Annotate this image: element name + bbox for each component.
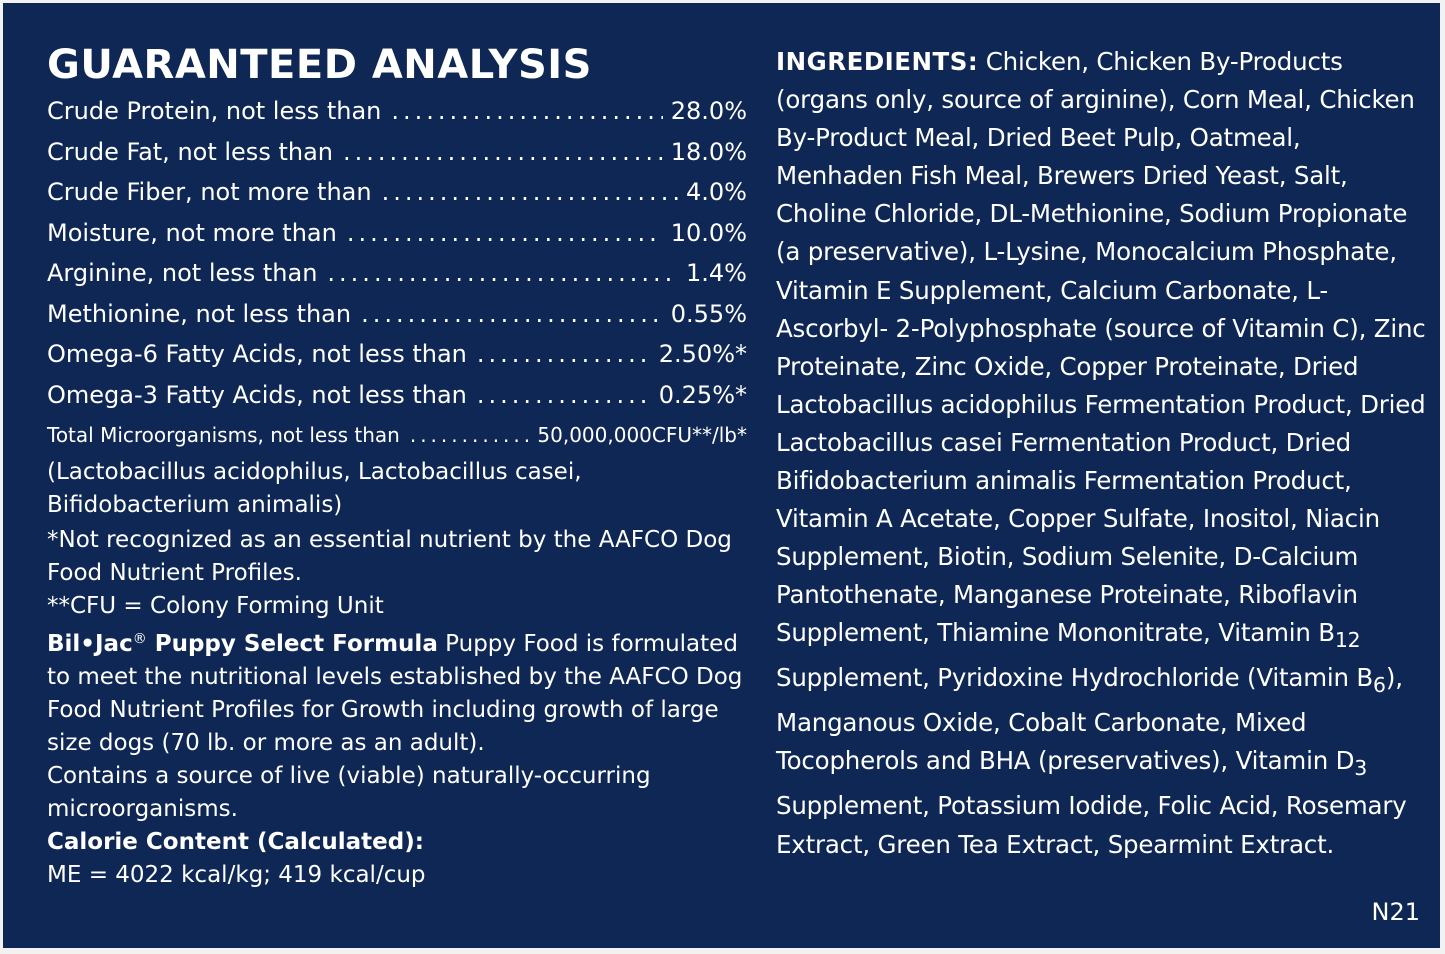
leader-dots xyxy=(382,172,678,213)
label-panel: GUARANTEED ANALYSIS Crude Protein, not l… xyxy=(3,3,1440,948)
analysis-row: Crude Protein, not less than 28.0% xyxy=(47,91,747,132)
analysis-row: Moisture, not more than 10.0% xyxy=(47,213,747,254)
subscript: 3 xyxy=(1354,756,1368,781)
analysis-row-label: Omega-3 Fatty Acids, not less than xyxy=(47,380,467,409)
analysis-title: GUARANTEED ANALYSIS xyxy=(47,42,592,88)
analysis-row-value: 0.55% xyxy=(670,299,747,328)
registered-mark: ® xyxy=(132,630,147,647)
analysis-row-value: 50,000,000CFU**/lb* xyxy=(537,423,747,447)
adequacy-statement: Bil•Jac® Puppy Select Formula Puppy Food… xyxy=(47,623,747,760)
analysis-row: Omega-3 Fatty Acids, not less than 0.25%… xyxy=(47,375,747,416)
analysis-row-label: Arginine, not less than xyxy=(47,259,318,287)
leader-dots xyxy=(361,294,663,335)
analysis-row: Arginine, not less than 1.4% xyxy=(47,253,747,294)
leader-dots xyxy=(391,91,662,132)
calorie-heading: Calorie Content (Calculated): xyxy=(47,828,424,855)
subscript: 6 xyxy=(1373,673,1386,698)
analysis-row: Omega-6 Fatty Acids, not less than 2.50%… xyxy=(47,334,747,375)
analysis-row-value: 0.25%* xyxy=(658,380,747,409)
microorganisms-note: (Lactobacillus acidophilus, Lactobacillu… xyxy=(47,458,582,518)
analysis-row-value: 18.0% xyxy=(670,137,747,166)
product-name: Puppy Select Formula xyxy=(146,630,438,657)
analysis-row-label: Omega-6 Fatty Acids, not less than xyxy=(47,340,467,368)
analysis-row: Crude Fiber, not more than 4.0% xyxy=(47,172,747,213)
ingredients-section: INGREDIENTS: Chicken, Chicken By-Product… xyxy=(776,43,1431,864)
ingredients-list-part: Supplement, Potassium Iodide, Folic Acid… xyxy=(776,791,1407,859)
analysis-table: Crude Protein, not less than 28.0% Crude… xyxy=(47,91,747,456)
ingredients-list-part: ), Manganous Oxide, Cobalt Carbonate, Mi… xyxy=(776,663,1403,776)
analysis-row-value: 10.0% xyxy=(670,218,747,247)
live-microorganisms-note: Contains a source of live (viable) natur… xyxy=(47,762,651,822)
analysis-row-label: Total Microorganisms, not less than xyxy=(47,423,400,447)
leader-dots xyxy=(410,415,530,456)
analysis-row-label: Methionine, not less than xyxy=(47,299,352,328)
analysis-row-value: 1.4% xyxy=(686,259,747,287)
analysis-row: Total Microorganisms, not less than 50,0… xyxy=(47,415,747,456)
product-code: N21 xyxy=(1371,898,1421,926)
leader-dots xyxy=(343,132,663,173)
subscript: 12 xyxy=(1334,628,1361,653)
leader-dots xyxy=(477,375,651,416)
footnote-essential-nutrient: *Not recognized as an essential nutrient… xyxy=(47,526,732,586)
analysis-row-label: Crude Fat, not less than xyxy=(47,137,333,166)
analysis-row: Methionine, not less than 0.55% xyxy=(47,294,747,335)
guaranteed-analysis-section: GUARANTEED ANALYSIS Crude Protein, not l… xyxy=(47,39,747,892)
analysis-row-value: 28.0% xyxy=(670,97,747,125)
footnote-cfu: **CFU = Colony Forming Unit xyxy=(47,592,384,619)
leader-dots xyxy=(477,334,651,375)
ingredients-heading: INGREDIENTS: xyxy=(776,47,979,76)
leader-dots xyxy=(327,253,678,294)
leader-dots xyxy=(347,213,663,254)
analysis-row: Crude Fat, not less than 18.0% xyxy=(47,132,747,173)
ingredients-text: INGREDIENTS: Chicken, Chicken By-Product… xyxy=(776,43,1431,864)
analysis-row-value: 2.50%* xyxy=(658,340,747,368)
brand-name: Bil•Jac xyxy=(47,630,133,657)
ingredients-list-part: Chicken, Chicken By-Products (organs onl… xyxy=(776,47,1426,648)
analysis-row-label: Crude Protein, not less than xyxy=(47,97,382,125)
analysis-row-value: 4.0% xyxy=(686,178,747,206)
analysis-row-label: Crude Fiber, not more than xyxy=(47,178,372,206)
analysis-row-label: Moisture, not more than xyxy=(47,218,337,247)
calorie-value: ME = 4022 kcal/kg; 419 kcal/cup xyxy=(47,861,426,888)
ingredients-list-part: Supplement, Pyridoxine Hydrochloride (Vi… xyxy=(776,663,1374,693)
statement-text: Puppy Food is formulated to meet the nut… xyxy=(47,630,743,756)
